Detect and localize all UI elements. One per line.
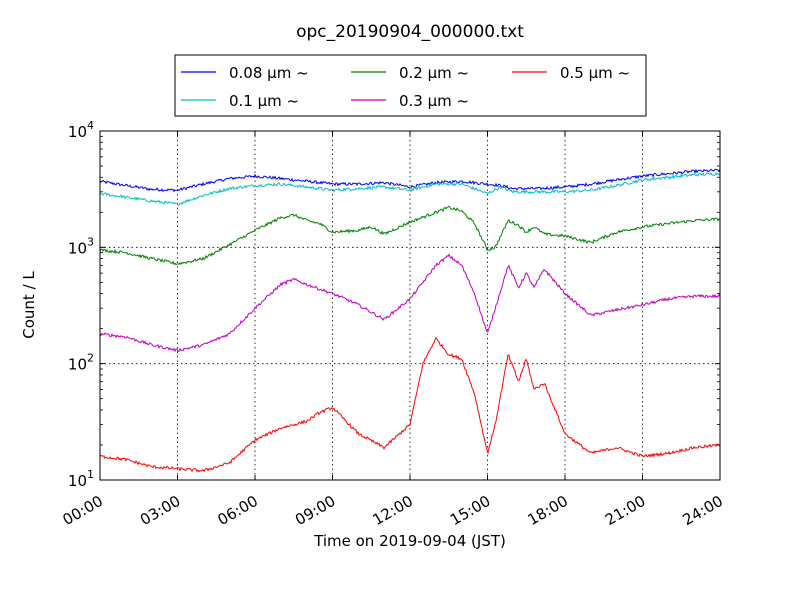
x-tick-label: 09:00	[292, 492, 338, 529]
x-tick-label: 12:00	[370, 492, 416, 529]
y-tick-label: 104	[68, 119, 94, 141]
x-axis-label: Time on 2019-09-04 (JST)	[313, 532, 506, 550]
x-tick-label: 00:00	[60, 492, 106, 529]
legend-label: 0.1 μm ~	[229, 92, 299, 110]
series-line	[99, 336, 721, 473]
x-tick-label: 24:00	[680, 492, 726, 529]
legend: 0.08 μm ~ 0.1 μm ~ 0.2 μm ~ 0.3 μm ~ 0.5 μm …	[174, 54, 647, 117]
y-tick-label: 101	[68, 468, 94, 490]
x-tick-label: 03:00	[137, 492, 183, 529]
y-axis-label: Count / L	[20, 271, 38, 339]
legend-label: 0.2 μm ~	[399, 64, 469, 82]
y-tick-label: 103	[68, 235, 94, 257]
x-tick-label: 06:00	[215, 492, 261, 529]
x-tick-labels: 00:00 03:00 06:00 09:00 12:00 15:00 18:00 21:00…	[60, 492, 726, 529]
y-tick-labels: 101 102 103 104	[68, 119, 94, 490]
series-line	[99, 205, 721, 266]
chart-title: opc_20190904_000000.txt	[296, 22, 524, 42]
series-line	[99, 171, 721, 207]
series-layer	[99, 168, 721, 473]
x-tick-label: 18:00	[525, 492, 571, 529]
series-line	[99, 168, 721, 193]
axis-ticks	[99, 130, 721, 481]
x-tick-label: 15:00	[447, 492, 493, 529]
legend-label: 0.08 μm ~	[229, 64, 309, 82]
y-tick-label: 102	[68, 352, 94, 374]
legend-label: 0.5 μm ~	[560, 64, 630, 82]
x-tick-label: 21:00	[602, 492, 648, 529]
legend-label: 0.3 μm ~	[399, 92, 469, 110]
series-line	[99, 253, 721, 353]
legend-box	[174, 54, 647, 117]
